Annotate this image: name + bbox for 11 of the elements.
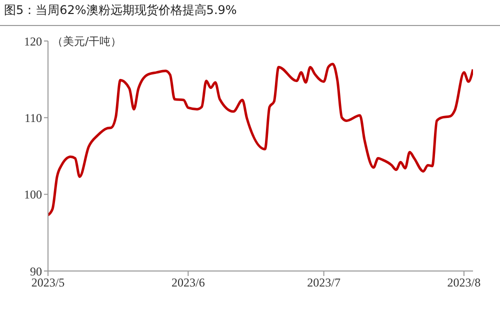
y-axis-title: （美元/干吨）	[52, 34, 122, 49]
x-tick-label: 2023/7	[307, 276, 340, 290]
x-tick-label: 2023/5	[31, 276, 65, 290]
x-tick-label: 2023/8	[447, 276, 481, 290]
chart-title: 图5：当周62%澳粉远期现货价格提高5.9%	[4, 2, 237, 19]
y-tick-label: 120	[24, 34, 42, 48]
line-series	[48, 62, 473, 216]
y-tick-label: 90	[30, 264, 42, 278]
y-tick-label: 110	[24, 110, 42, 125]
y-tick-label: 100	[24, 188, 42, 202]
x-tick-label: 2023/6	[171, 276, 205, 290]
